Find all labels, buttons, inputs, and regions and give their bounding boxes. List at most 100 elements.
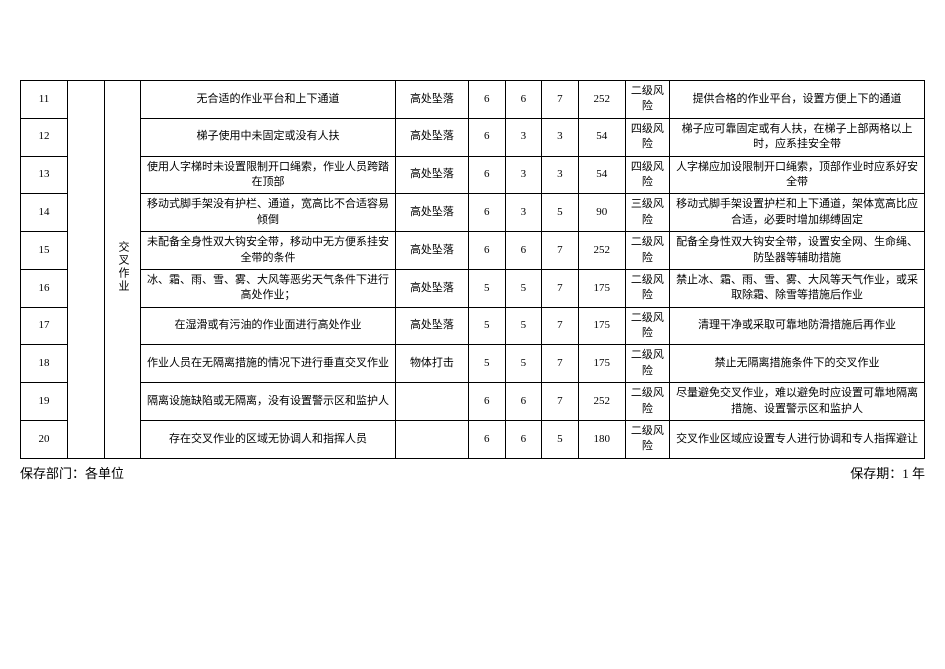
row-d: 175 <box>578 345 625 383</box>
row-description: 冰、霜、雨、雪、雾、大风等恶劣天气条件下进行高处作业； <box>141 269 396 307</box>
row-description: 移动式脚手架没有护栏、通道，宽高比不合适容易倾倒 <box>141 194 396 232</box>
row-measure: 提供合格的作业平台，设置方便上下的通道 <box>670 81 925 119</box>
row-c: 7 <box>542 307 579 345</box>
row-c: 7 <box>542 383 579 421</box>
row-measure: 清理干净或采取可靠地防滑措施后再作业 <box>670 307 925 345</box>
row-risk: 二级风险 <box>625 81 669 119</box>
row-e: 3 <box>505 118 542 156</box>
row-description: 梯子使用中未固定或没有人扶 <box>141 118 396 156</box>
row-risk: 二级风险 <box>625 232 669 270</box>
row-l: 6 <box>469 156 506 194</box>
row-measure: 移动式脚手架设置护栏和上下通道，架体宽高比应合适，必要时增加绑缚固定 <box>670 194 925 232</box>
row-risk: 二级风险 <box>625 269 669 307</box>
table-row: 15未配备全身性双大钩安全带，移动中无方便系挂安全带的条件高处坠落667252二… <box>21 232 925 270</box>
row-index: 11 <box>21 81 68 119</box>
table-row: 11交叉作业无合适的作业平台和上下通道高处坠落667252二级风险提供合格的作业… <box>21 81 925 119</box>
row-risk: 四级风险 <box>625 118 669 156</box>
row-hazard: 高处坠落 <box>395 269 468 307</box>
row-c: 7 <box>542 81 579 119</box>
row-measure: 配备全身性双大钩安全带，设置安全网、生命绳、防坠器等辅助措施 <box>670 232 925 270</box>
footer-right-value: 1 年 <box>902 466 925 481</box>
row-e: 6 <box>505 383 542 421</box>
row-l: 5 <box>469 345 506 383</box>
row-c: 5 <box>542 194 579 232</box>
row-c: 7 <box>542 232 579 270</box>
footer-left-value: 各单位 <box>85 466 124 481</box>
table-row: 17在湿滑或有污油的作业面进行高处作业高处坠落557175二级风险清理干净或采取… <box>21 307 925 345</box>
row-description: 在湿滑或有污油的作业面进行高处作业 <box>141 307 396 345</box>
row-l: 6 <box>469 118 506 156</box>
footer-right: 保存期：1 年 <box>850 463 925 482</box>
row-measure: 尽量避免交叉作业，难以避免时应设置可靠地隔离措施、设置警示区和监护人 <box>670 383 925 421</box>
row-c: 5 <box>542 421 579 459</box>
row-l: 6 <box>469 81 506 119</box>
table-row: 12梯子使用中未固定或没有人扶高处坠落63354四级风险梯子应可靠固定或有人扶，… <box>21 118 925 156</box>
table-row: 14移动式脚手架没有护栏、通道，宽高比不合适容易倾倒高处坠落63590三级风险移… <box>21 194 925 232</box>
row-hazard: 高处坠落 <box>395 156 468 194</box>
row-risk: 四级风险 <box>625 156 669 194</box>
row-hazard: 高处坠落 <box>395 194 468 232</box>
row-l: 6 <box>469 194 506 232</box>
row-hazard <box>395 421 468 459</box>
row-l: 5 <box>469 307 506 345</box>
table-row: 19隔离设施缺陷或无隔离，没有设置警示区和监护人667252二级风险尽量避免交叉… <box>21 383 925 421</box>
row-e: 6 <box>505 81 542 119</box>
category-col-blank <box>68 81 105 459</box>
row-hazard: 高处坠落 <box>395 307 468 345</box>
row-index: 16 <box>21 269 68 307</box>
row-description: 未配备全身性双大钩安全带，移动中无方便系挂安全带的条件 <box>141 232 396 270</box>
row-index: 13 <box>21 156 68 194</box>
row-d: 175 <box>578 307 625 345</box>
row-description: 作业人员在无隔离措施的情况下进行垂直交叉作业 <box>141 345 396 383</box>
row-measure: 交叉作业区域应设置专人进行协调和专人指挥避让 <box>670 421 925 459</box>
row-c: 7 <box>542 269 579 307</box>
row-risk: 二级风险 <box>625 421 669 459</box>
row-risk: 二级风险 <box>625 345 669 383</box>
row-risk: 三级风险 <box>625 194 669 232</box>
footer-left: 保存部门：各单位 <box>20 463 124 482</box>
row-hazard <box>395 383 468 421</box>
table-row: 13使用人字梯时未设置限制开口绳索，作业人员跨踏在顶部高处坠落63354四级风险… <box>21 156 925 194</box>
row-index: 19 <box>21 383 68 421</box>
row-measure: 人字梯应加设限制开口绳索，顶部作业时应系好安全带 <box>670 156 925 194</box>
row-l: 6 <box>469 232 506 270</box>
row-description: 无合适的作业平台和上下通道 <box>141 81 396 119</box>
row-d: 252 <box>578 383 625 421</box>
row-e: 5 <box>505 307 542 345</box>
row-index: 20 <box>21 421 68 459</box>
risk-table: 11交叉作业无合适的作业平台和上下通道高处坠落667252二级风险提供合格的作业… <box>20 80 925 459</box>
row-hazard: 物体打击 <box>395 345 468 383</box>
row-c: 3 <box>542 118 579 156</box>
row-e: 6 <box>505 232 542 270</box>
row-risk: 二级风险 <box>625 307 669 345</box>
table-row: 18作业人员在无隔离措施的情况下进行垂直交叉作业物体打击557175二级风险禁止… <box>21 345 925 383</box>
risk-table-body: 11交叉作业无合适的作业平台和上下通道高处坠落667252二级风险提供合格的作业… <box>21 81 925 459</box>
row-e: 5 <box>505 269 542 307</box>
row-d: 252 <box>578 81 625 119</box>
category-label: 交叉作业 <box>115 241 130 293</box>
row-index: 15 <box>21 232 68 270</box>
footer-right-label: 保存期： <box>850 466 902 481</box>
row-c: 3 <box>542 156 579 194</box>
row-d: 54 <box>578 156 625 194</box>
row-index: 17 <box>21 307 68 345</box>
row-e: 5 <box>505 345 542 383</box>
row-measure: 梯子应可靠固定或有人扶，在梯子上部两格以上时，应系挂安全带 <box>670 118 925 156</box>
row-hazard: 高处坠落 <box>395 81 468 119</box>
footer: 保存部门：各单位 保存期：1 年 <box>20 463 925 482</box>
table-row: 16冰、霜、雨、雪、雾、大风等恶劣天气条件下进行高处作业；高处坠落557175二… <box>21 269 925 307</box>
row-d: 252 <box>578 232 625 270</box>
row-e: 3 <box>505 156 542 194</box>
row-hazard: 高处坠落 <box>395 232 468 270</box>
row-l: 6 <box>469 383 506 421</box>
category-col-label: 交叉作业 <box>104 81 141 459</box>
row-description: 存在交叉作业的区域无协调人和指挥人员 <box>141 421 396 459</box>
row-description: 隔离设施缺陷或无隔离，没有设置警示区和监护人 <box>141 383 396 421</box>
row-hazard: 高处坠落 <box>395 118 468 156</box>
document-page: 11交叉作业无合适的作业平台和上下通道高处坠落667252二级风险提供合格的作业… <box>20 20 925 482</box>
row-c: 7 <box>542 345 579 383</box>
row-index: 14 <box>21 194 68 232</box>
row-index: 12 <box>21 118 68 156</box>
row-d: 90 <box>578 194 625 232</box>
row-measure: 禁止无隔离措施条件下的交叉作业 <box>670 345 925 383</box>
